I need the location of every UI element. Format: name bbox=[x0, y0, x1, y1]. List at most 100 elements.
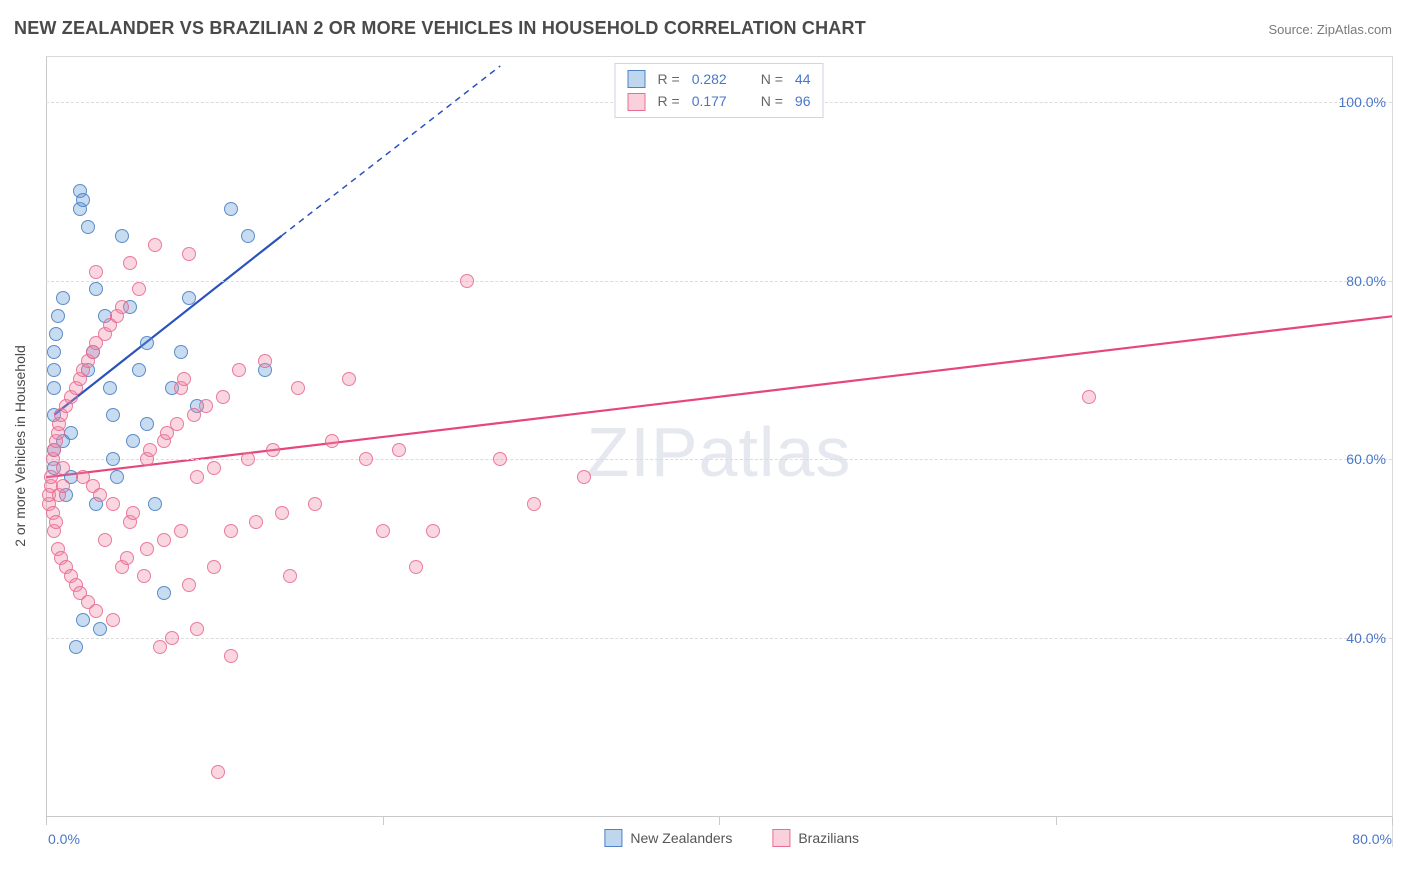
r-label: R = bbox=[658, 68, 680, 90]
scatter-point bbox=[325, 434, 339, 448]
scatter-point bbox=[258, 354, 272, 368]
scatter-point bbox=[275, 506, 289, 520]
scatter-point bbox=[132, 282, 146, 296]
scatter-point bbox=[93, 622, 107, 636]
plot-inner: ZIPatlas 40.0% 60.0% 80.0% 100.0% bbox=[46, 57, 1392, 847]
swatch-blue-icon bbox=[628, 70, 646, 88]
scatter-point bbox=[527, 497, 541, 511]
scatter-point bbox=[89, 265, 103, 279]
scatter-point bbox=[106, 408, 120, 422]
scatter-point bbox=[182, 291, 196, 305]
scatter-point bbox=[577, 470, 591, 484]
scatter-point bbox=[76, 193, 90, 207]
watermark: ZIPatlas bbox=[587, 412, 852, 492]
legend-label: Brazilians bbox=[798, 830, 859, 846]
scatter-point bbox=[47, 363, 61, 377]
scatter-point bbox=[207, 560, 221, 574]
n-value: 44 bbox=[795, 68, 811, 90]
scatter-point bbox=[342, 372, 356, 386]
scatter-point bbox=[47, 381, 61, 395]
scatter-point bbox=[137, 569, 151, 583]
scatter-point bbox=[56, 291, 70, 305]
scatter-point bbox=[140, 336, 154, 350]
scatter-point bbox=[190, 622, 204, 636]
y-axis-tick-label: 100.0% bbox=[1339, 94, 1386, 110]
scatter-point bbox=[165, 631, 179, 645]
scatter-point bbox=[460, 274, 474, 288]
scatter-point bbox=[143, 443, 157, 457]
scatter-point bbox=[266, 443, 280, 457]
chart-title: NEW ZEALANDER VS BRAZILIAN 2 OR MORE VEH… bbox=[14, 18, 866, 39]
scatter-point bbox=[157, 586, 171, 600]
scatter-point bbox=[157, 533, 171, 547]
scatter-point bbox=[199, 399, 213, 413]
swatch-pink-icon bbox=[628, 93, 646, 111]
scatter-point bbox=[115, 229, 129, 243]
scatter-point bbox=[392, 443, 406, 457]
scatter-point bbox=[224, 524, 238, 538]
n-value: 96 bbox=[795, 90, 811, 112]
scatter-point bbox=[106, 452, 120, 466]
y-axis-tick-label: 80.0% bbox=[1346, 273, 1386, 289]
scatter-point bbox=[207, 461, 221, 475]
scatter-point bbox=[216, 390, 230, 404]
scatter-point bbox=[232, 363, 246, 377]
chart-container: NEW ZEALANDER VS BRAZILIAN 2 OR MORE VEH… bbox=[0, 0, 1406, 892]
scatter-point bbox=[249, 515, 263, 529]
r-label: R = bbox=[658, 90, 680, 112]
scatter-point bbox=[187, 408, 201, 422]
y-axis-title: 2 or more Vehicles in Household bbox=[12, 345, 28, 547]
n-label: N = bbox=[761, 68, 783, 90]
x-axis-label-right: 80.0% bbox=[1352, 831, 1392, 847]
source-label: Source: ZipAtlas.com bbox=[1268, 22, 1392, 37]
swatch-pink-icon bbox=[772, 829, 790, 847]
scatter-point bbox=[241, 229, 255, 243]
scatter-point bbox=[64, 426, 78, 440]
n-label: N = bbox=[761, 90, 783, 112]
y-axis-tick-label: 60.0% bbox=[1346, 451, 1386, 467]
legend-item-nz: New Zealanders bbox=[604, 829, 732, 847]
scatter-point bbox=[120, 551, 134, 565]
x-axis-tick bbox=[383, 817, 384, 825]
scatter-point bbox=[1082, 390, 1096, 404]
scatter-point bbox=[359, 452, 373, 466]
scatter-point bbox=[56, 479, 70, 493]
scatter-point bbox=[126, 506, 140, 520]
y-axis-tick-label: 40.0% bbox=[1346, 630, 1386, 646]
scatter-point bbox=[409, 560, 423, 574]
scatter-point bbox=[190, 470, 204, 484]
scatter-point bbox=[76, 613, 90, 627]
scatter-point bbox=[89, 282, 103, 296]
x-axis-tick bbox=[1392, 817, 1393, 825]
x-axis-label-left: 0.0% bbox=[48, 831, 80, 847]
scatter-point bbox=[174, 345, 188, 359]
scatter-point bbox=[51, 309, 65, 323]
scatter-point bbox=[123, 256, 137, 270]
plot-area: ZIPatlas 40.0%60.0%80.0%100.0% R = 0.282… bbox=[46, 56, 1393, 847]
scatter-point bbox=[224, 202, 238, 216]
scatter-point bbox=[126, 434, 140, 448]
scatter-point bbox=[89, 604, 103, 618]
scatter-point bbox=[241, 452, 255, 466]
scatter-point bbox=[291, 381, 305, 395]
scatter-point bbox=[93, 488, 107, 502]
scatter-point bbox=[115, 300, 129, 314]
legend-label: New Zealanders bbox=[630, 830, 732, 846]
scatter-point bbox=[182, 578, 196, 592]
x-axis-tick bbox=[1056, 817, 1057, 825]
scatter-point bbox=[426, 524, 440, 538]
scatter-point bbox=[81, 220, 95, 234]
scatter-point bbox=[49, 515, 63, 529]
y-axis-line bbox=[46, 57, 47, 817]
scatter-point bbox=[47, 345, 61, 359]
scatter-point bbox=[49, 327, 63, 341]
scatter-point bbox=[106, 613, 120, 627]
legend-item-br: Brazilians bbox=[772, 829, 859, 847]
scatter-point bbox=[224, 649, 238, 663]
scatter-point bbox=[174, 524, 188, 538]
scatter-point bbox=[283, 569, 297, 583]
scatter-point bbox=[148, 238, 162, 252]
x-axis-tick bbox=[46, 817, 47, 825]
scatter-point bbox=[493, 452, 507, 466]
scatter-point bbox=[106, 497, 120, 511]
